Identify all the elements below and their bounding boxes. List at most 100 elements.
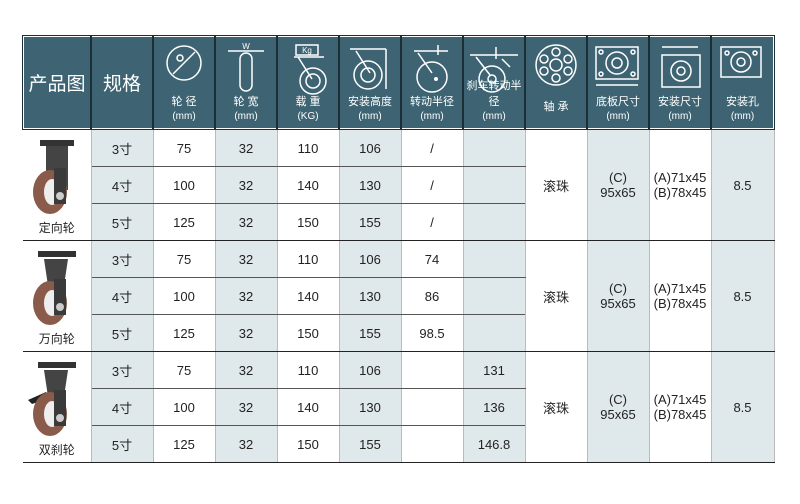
- svg-text:W: W: [242, 43, 250, 51]
- cell-spec: 3寸: [90, 240, 154, 278]
- table-row: 万向轮 3寸 75 32 110 106 74 滚珠 (C) 95x65 (A)71x45 (B)…: [23, 240, 775, 352]
- cell-brake: 131: [462, 351, 526, 389]
- table-row: 5寸 125 32 150 155 146.8: [23, 425, 774, 463]
- column-header: 转动半径 (mm): [400, 35, 464, 130]
- product-image-cell: 万向轮: [23, 240, 92, 352]
- cell-brake: 146.8: [462, 425, 526, 463]
- column-header: 规格: [90, 35, 154, 130]
- cell-height: 130: [338, 166, 402, 204]
- header-label: 载 重: [295, 96, 321, 108]
- cell-brake: [462, 314, 526, 352]
- column-header: 底板尺寸 (mm): [586, 35, 650, 130]
- cell-base-plate: (C) 95x65: [586, 240, 650, 352]
- header-unit: (KG): [297, 111, 319, 122]
- cell-spec: 5寸: [90, 203, 154, 241]
- cell-swivel: 86: [400, 277, 464, 315]
- cell-width: 32: [214, 425, 278, 463]
- cell-spec: 4寸: [90, 277, 154, 315]
- header-label: 规格: [102, 74, 141, 95]
- header-unit: (mm): [482, 111, 506, 122]
- cell-spec: 4寸: [90, 388, 154, 426]
- cell-brake: [462, 240, 526, 278]
- cell-spec: 4寸: [90, 166, 154, 204]
- cell-brake: [462, 277, 526, 315]
- cell-mount-hole: 8.5: [710, 240, 775, 352]
- product-name: 双刹轮: [38, 443, 75, 457]
- cell-swivel: 74: [400, 240, 464, 278]
- cell-load: 150: [276, 203, 340, 241]
- header-label: 轮 径: [171, 96, 197, 108]
- cell-mount-hole: 8.5: [710, 351, 775, 463]
- cell-width: 32: [214, 351, 278, 389]
- column-header: 轴 承: [524, 35, 588, 130]
- cell-base-plate: (C) 95x65: [586, 351, 650, 463]
- cell-load: 140: [276, 166, 340, 204]
- cell-brake: [462, 203, 526, 241]
- cell-swivel: 98.5: [400, 314, 464, 352]
- svg-text:Kg: Kg: [302, 46, 312, 55]
- header-label: 轮 宽: [233, 96, 259, 108]
- cell-load: 140: [276, 388, 340, 426]
- cell-height: 106: [338, 351, 402, 389]
- cell-brake: [462, 166, 526, 204]
- header-label: 产品图: [28, 74, 86, 95]
- cell-swivel: /: [400, 166, 464, 204]
- cell-base-plate: (C) 95x65: [586, 129, 650, 241]
- cell-spec: 3寸: [90, 129, 154, 167]
- cell-width: 32: [214, 314, 278, 352]
- cell-load: 110: [276, 351, 340, 389]
- table-row: 定向轮 3寸 75 32 110 106/滚珠 (C) 95x65 (A)71x45 (B)7…: [23, 129, 775, 241]
- column-header: Kg 载 重 (KG): [276, 35, 340, 130]
- cell-width: 32: [214, 129, 278, 167]
- cell-swivel: [400, 425, 464, 463]
- cell-spec: 5寸: [90, 314, 154, 352]
- table-row: 双刹轮 3寸 75 32 110 106 131 滚珠 (C) 95x65 (A)71x45 (B…: [23, 351, 775, 463]
- header-unit: (mm): [234, 111, 258, 122]
- cell-diameter: 125: [152, 314, 216, 352]
- header-label: 转动半径: [410, 96, 454, 108]
- header-unit: (mm): [358, 111, 382, 122]
- cell-width: 32: [214, 240, 278, 278]
- column-header: 安装高度 (mm): [338, 35, 402, 130]
- cell-brake: [462, 129, 526, 167]
- cell-mount-size: (A)71x45 (B)78x45: [648, 351, 712, 463]
- header-unit: (mm): [730, 111, 755, 122]
- cell-bearing: 滚珠: [524, 129, 588, 241]
- cell-mount-size: (A)71x45 (B)78x45: [648, 129, 712, 241]
- header-label: 安装孔: [726, 96, 759, 108]
- cell-diameter: 125: [152, 203, 216, 241]
- cell-swivel: [400, 351, 464, 389]
- column-header: 刹车转动半径 (mm): [462, 35, 526, 130]
- column-header: 轮 径 (mm): [152, 35, 216, 130]
- header-label: 轴 承: [543, 101, 569, 113]
- cell-width: 32: [214, 277, 278, 315]
- cell-load: 140: [276, 277, 340, 315]
- cell-brake: 136: [462, 388, 526, 426]
- column-header: 产品图: [22, 35, 92, 130]
- cell-mount-size: (A)71x45 (B)78x45: [648, 240, 712, 352]
- table-row: 4寸 100 32 140 130/: [23, 166, 774, 204]
- table-row: 5寸 125 32 150 155 98.5: [23, 314, 774, 352]
- cell-bearing: 滚珠: [524, 240, 588, 352]
- cell-mount-hole: 8.5: [710, 129, 775, 241]
- cell-diameter: 75: [152, 351, 216, 389]
- cell-diameter: 100: [152, 277, 216, 315]
- header-label: 安装高度: [348, 96, 392, 108]
- cell-width: 32: [214, 203, 278, 241]
- cell-height: 155: [338, 203, 402, 241]
- cell-load: 150: [276, 425, 340, 463]
- cell-width: 32: [214, 166, 278, 204]
- header-unit: (mm): [420, 111, 444, 122]
- cell-height: 106: [338, 129, 402, 167]
- product-image-cell: 双刹轮: [23, 351, 92, 463]
- header-unit: (mm): [668, 111, 692, 122]
- caster-fixed-image: [23, 138, 91, 219]
- header-label: 安装尺寸: [658, 96, 702, 108]
- cell-load: 110: [276, 129, 340, 167]
- caster-brake-image: [23, 360, 91, 441]
- cell-swivel: [400, 388, 464, 426]
- cell-height: 130: [338, 277, 402, 315]
- cell-diameter: 100: [152, 166, 216, 204]
- cell-diameter: 75: [152, 129, 216, 167]
- header-unit: (mm): [606, 111, 630, 122]
